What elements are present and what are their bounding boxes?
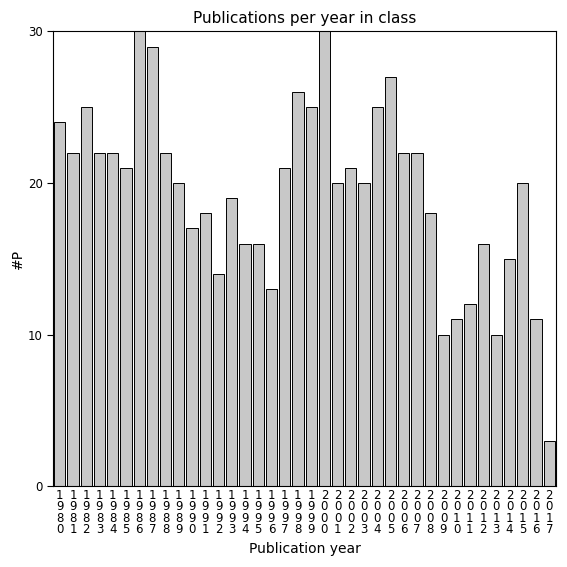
Bar xyxy=(425,213,436,486)
Bar xyxy=(213,274,224,486)
Bar xyxy=(490,335,502,486)
Bar xyxy=(54,122,65,486)
Bar xyxy=(200,213,211,486)
Bar xyxy=(293,92,303,486)
Bar xyxy=(67,153,79,486)
Bar xyxy=(94,153,105,486)
Bar xyxy=(477,244,489,486)
Bar xyxy=(147,46,158,486)
Bar xyxy=(174,183,184,486)
Bar xyxy=(134,31,145,486)
Bar xyxy=(160,153,171,486)
Bar xyxy=(464,304,476,486)
Bar xyxy=(187,229,198,486)
Bar xyxy=(517,183,528,486)
Bar xyxy=(120,168,132,486)
Bar xyxy=(81,107,92,486)
Bar xyxy=(266,289,277,486)
X-axis label: Publication year: Publication year xyxy=(248,542,361,556)
Bar xyxy=(345,168,357,486)
Bar xyxy=(226,198,238,486)
Title: Publications per year in class: Publications per year in class xyxy=(193,11,416,26)
Bar xyxy=(438,335,449,486)
Bar xyxy=(253,244,264,486)
Bar xyxy=(385,77,396,486)
Y-axis label: #P: #P xyxy=(11,249,25,269)
Bar xyxy=(372,107,383,486)
Bar xyxy=(107,153,119,486)
Bar xyxy=(332,183,343,486)
Bar xyxy=(451,319,462,486)
Bar xyxy=(358,183,370,486)
Bar xyxy=(279,168,290,486)
Bar xyxy=(398,153,409,486)
Bar xyxy=(306,107,317,486)
Bar xyxy=(239,244,251,486)
Bar xyxy=(412,153,422,486)
Bar xyxy=(319,31,330,486)
Bar xyxy=(544,441,555,486)
Bar xyxy=(530,319,541,486)
Bar xyxy=(504,259,515,486)
